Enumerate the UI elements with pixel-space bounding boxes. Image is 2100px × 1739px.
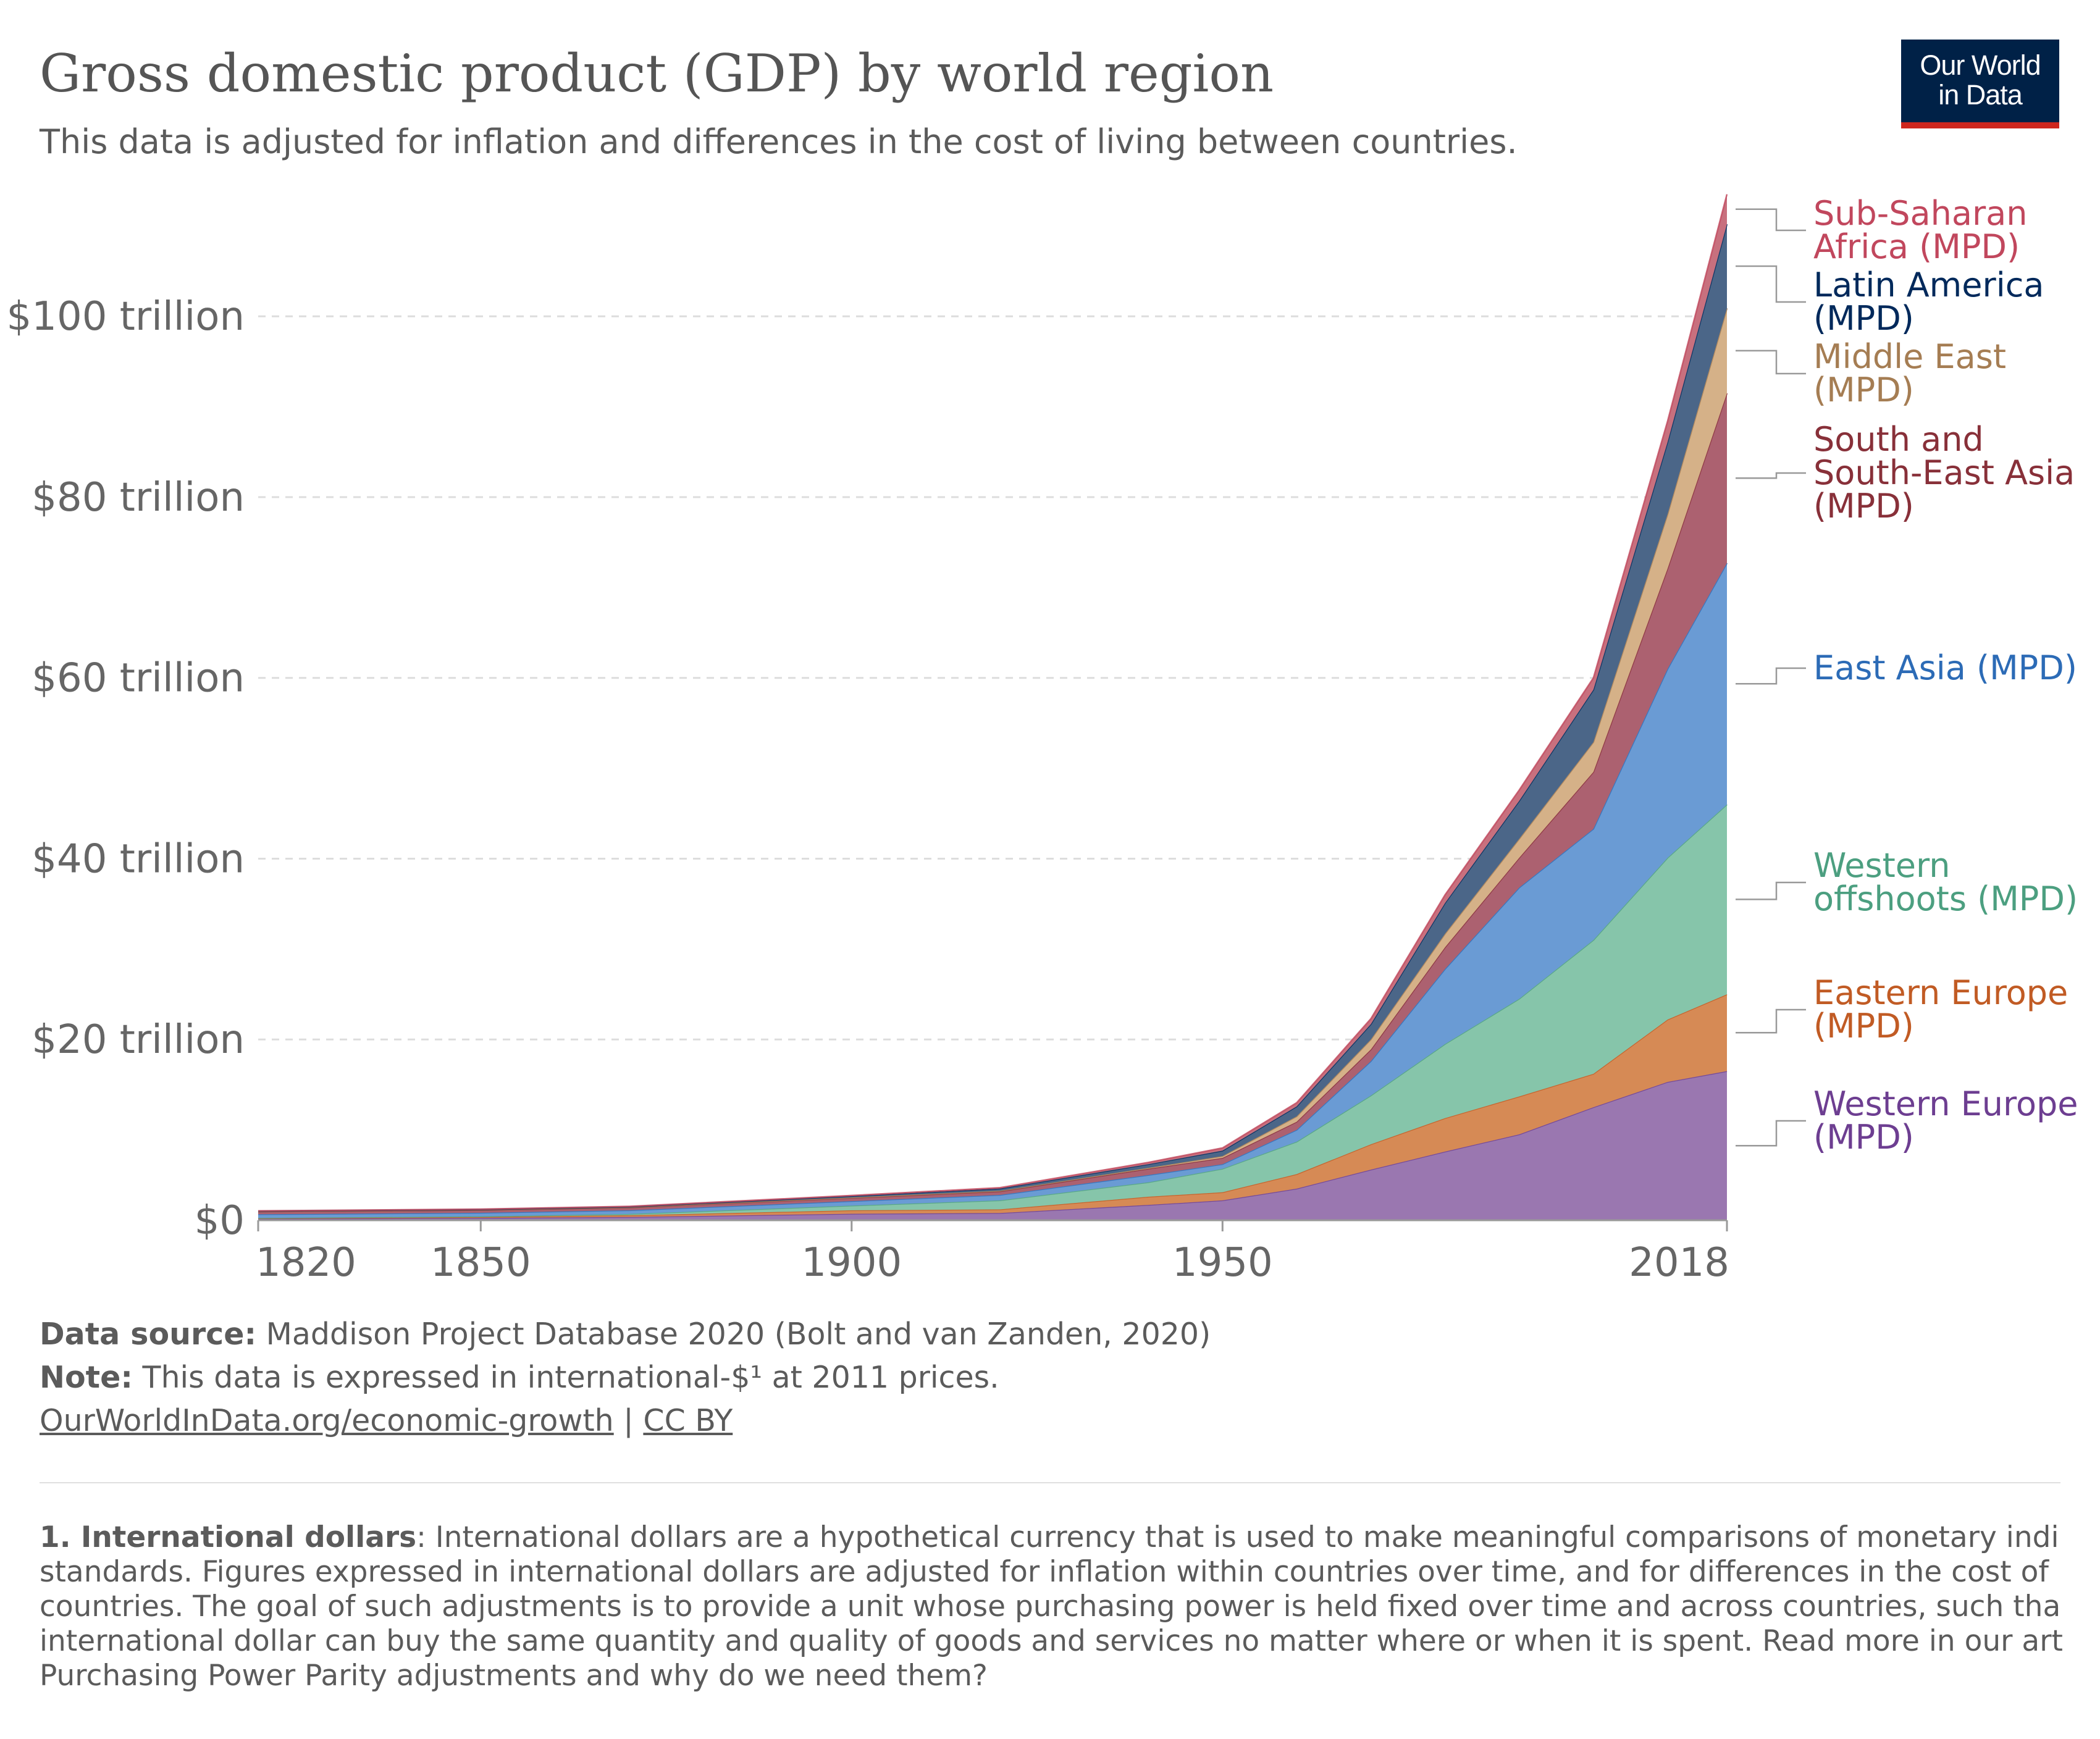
footnote-line-1: : International dollars are a hypothetic…: [416, 1520, 2059, 1554]
chart-title: Gross domestic product (GDP) by world re…: [40, 43, 1274, 104]
y-tick-label: $60 trillion: [32, 656, 245, 702]
footer-separator: |: [613, 1403, 644, 1438]
x-tick-label: 2018: [1629, 1240, 1729, 1286]
label-connector: [1736, 667, 1806, 685]
area-edge-sub-saharan-africa: [258, 194, 1728, 1212]
label-connector: [1736, 1008, 1806, 1034]
series-label-line: (MPD): [1813, 299, 1914, 338]
note-label: Note:: [40, 1360, 133, 1395]
series-label-line: (MPD): [1813, 1118, 1914, 1157]
y-tick-label: $0: [195, 1198, 245, 1244]
series-label-western-europe[interactable]: Western Europe (MPD): [1813, 1084, 2078, 1157]
label-connector: [1736, 350, 1806, 375]
y-tick-label: $40 trillion: [32, 836, 245, 882]
y-tick-label: $100 trillion: [7, 294, 245, 340]
area-edge-western-offshoots: [258, 803, 1728, 1219]
chart-subtitle: This data is adjusted for inflation and …: [40, 122, 1518, 161]
data-source-label: Data source:: [40, 1317, 257, 1352]
logo-line-1: Our World: [1920, 49, 2041, 81]
series-label-latin-america[interactable]: Latin America (MPD): [1813, 266, 2044, 338]
data-source-text: Maddison Project Database 2020 (Bolt and…: [256, 1317, 1211, 1352]
series-label-middle-east[interactable]: Middle East (MPD): [1813, 337, 2006, 409]
label-connector: [1736, 1120, 1806, 1147]
stacked-area-chart: $0 $20 trillion $40 trillion $60 trillion $8…: [7, 194, 2078, 1286]
area-eastern-europe[interactable]: [258, 994, 1727, 1219]
logo-line-2: in Data: [1938, 79, 2023, 111]
x-tick-label: 1900: [801, 1240, 902, 1286]
area-western-europe[interactable]: [258, 1071, 1727, 1221]
y-tick-label: $20 trillion: [32, 1017, 245, 1063]
footnote: 1. International dollars: International …: [40, 1520, 2100, 1693]
owid-logo[interactable]: Our World in Data: [1901, 40, 2059, 128]
footer-links: OurWorldInData.org/economic-growth | CC …: [40, 1403, 733, 1438]
series-label-line: Latin America: [1813, 266, 2044, 304]
series-labels: Sub-Saharan Africa (MPD)Latin America (MPD…: [1736, 194, 2078, 1157]
series-label-line: offshoots (MPD): [1813, 879, 2078, 918]
series-label-sub-saharan-africa[interactable]: Sub-Saharan Africa (MPD): [1813, 194, 2027, 266]
footnote-line-5: Purchasing Power Parity adjustments and …: [40, 1659, 988, 1693]
footnote-line-2: standards. Figures expressed in internat…: [40, 1555, 2049, 1589]
note-text: This data is expressed in international-…: [132, 1360, 999, 1395]
footer-divider: [40, 1482, 2060, 1483]
footnote-line-4: international dollar can buy the same qu…: [40, 1624, 2063, 1658]
series-label-line: Africa (MPD): [1813, 227, 2020, 266]
area-western-offshoots[interactable]: [258, 804, 1727, 1218]
label-connector: [1736, 881, 1806, 900]
series-label-line: (MPD): [1813, 1007, 1914, 1045]
x-tick-label: 1850: [430, 1240, 531, 1286]
series-label-eastern-europe[interactable]: Eastern Europe (MPD): [1813, 973, 2068, 1045]
series-label-line: (MPD): [1813, 487, 1914, 526]
license-link[interactable]: CC BY: [643, 1403, 733, 1438]
chart-note: Note: This data is expressed in internat…: [40, 1360, 999, 1395]
series-label-line: Middle East: [1813, 337, 2006, 376]
y-tick-label: $80 trillion: [32, 475, 245, 521]
x-tick-label: 1820: [256, 1240, 356, 1286]
x-tick-label: 1950: [1172, 1240, 1273, 1286]
data-source: Data source: Maddison Project Database 2…: [40, 1317, 1211, 1352]
label-connector: [1736, 208, 1806, 232]
series-label-line: Western Europe: [1813, 1084, 2078, 1123]
series-label-line: Sub-Saharan: [1813, 194, 2027, 233]
label-connector: [1736, 472, 1806, 479]
series-label-line: East Asia (MPD): [1813, 648, 2077, 687]
axes: $0 $20 trillion $40 trillion $60 trillion $8…: [7, 294, 1729, 1286]
footnote-label: 1. International dollars: [40, 1520, 417, 1554]
series-label-line: Eastern Europe: [1813, 973, 2068, 1012]
series-label-line: (MPD): [1813, 371, 1914, 409]
footnote-line-3: countries. The goal of such adjustments …: [40, 1590, 2061, 1624]
series-label-line: Western: [1813, 846, 1950, 885]
series-label-western-offshoots[interactable]: Western offshoots (MPD): [1813, 846, 2078, 918]
area-series: [258, 194, 1728, 1221]
owid-link[interactable]: OurWorldInData.org/economic-growth: [40, 1403, 614, 1438]
series-label-line: South and: [1813, 420, 1984, 459]
label-connector: [1736, 265, 1806, 303]
series-label-south-and-south-east-asia[interactable]: South and South-East Asia (MPD): [1813, 420, 2075, 526]
series-label-east-asia[interactable]: East Asia (MPD): [1813, 648, 2077, 687]
series-label-line: South-East Asia: [1813, 453, 2075, 492]
